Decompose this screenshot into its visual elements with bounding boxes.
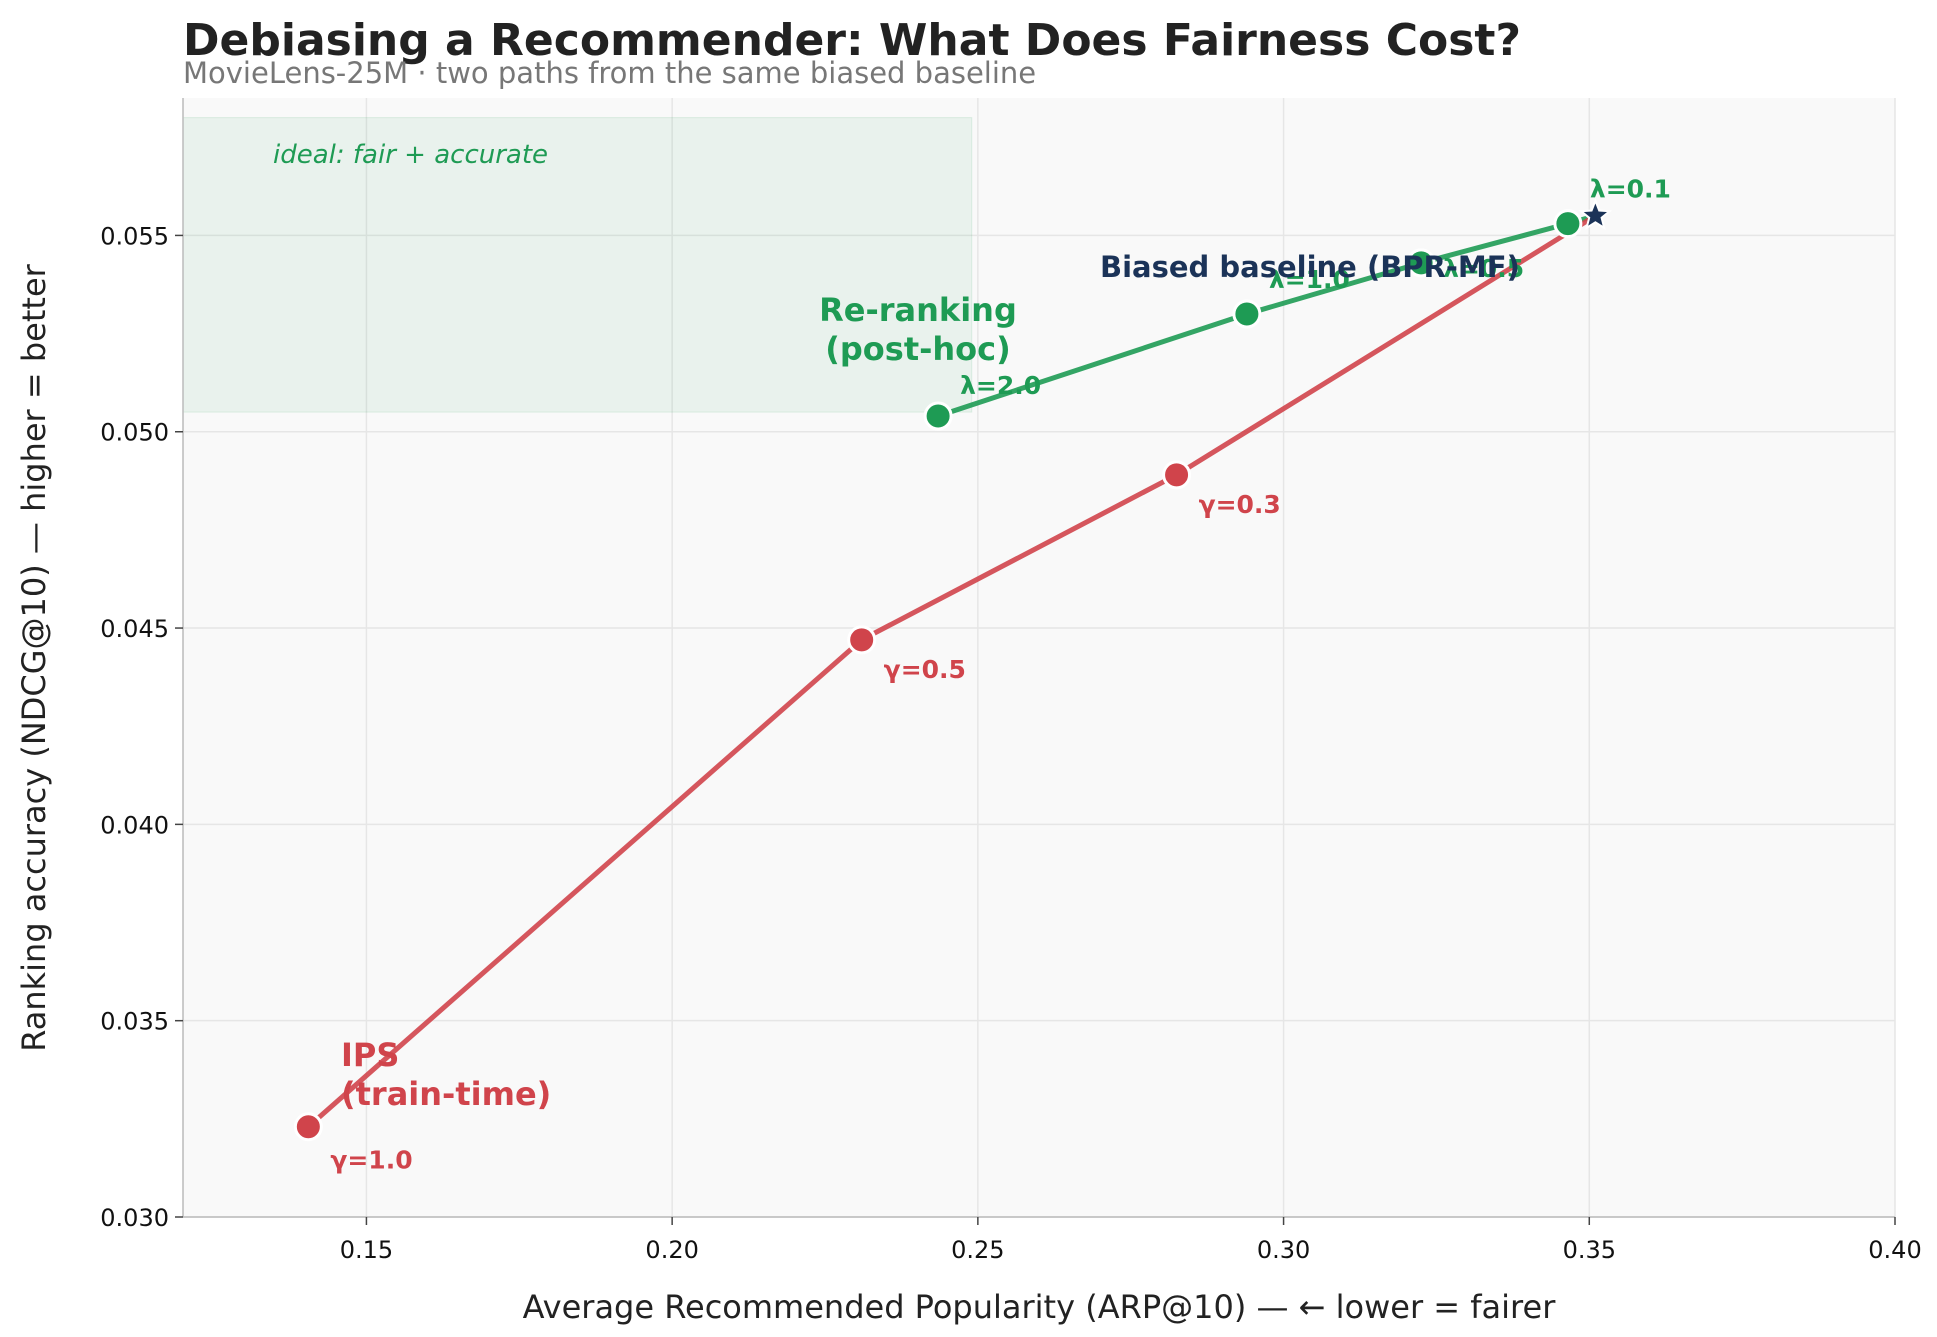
x-tick-label: 0.40: [1868, 1236, 1921, 1264]
data-point: [847, 625, 877, 655]
x-tick-label: 0.35: [1563, 1236, 1616, 1264]
ideal-region: ideal: fair + accurate: [182, 117, 973, 413]
series-line-1: [306, 213, 1597, 1129]
y-tick-label: 0.055: [100, 222, 169, 250]
x-tick-label: 0.20: [645, 1236, 698, 1264]
y-axis-label: Ranking accuracy (NDCG@10) — higher = be…: [15, 263, 53, 1051]
plot-area: [183, 98, 1895, 1217]
series-label-reranking: Re-ranking (post-hoc): [819, 291, 1017, 368]
point-label: γ=0.3: [1199, 490, 1281, 519]
point-label: λ=0.1: [1590, 175, 1671, 204]
ideal-region-label: ideal: fair + accurate: [273, 140, 548, 170]
data-point: [293, 1112, 323, 1142]
point-labels: λ=0.1 λ=0.5 λ=1.0 λ=2.0 γ=0.3 γ=0.5 γ=1.0: [330, 175, 1671, 1175]
x-tick-label: 0.25: [951, 1236, 1004, 1264]
data-point: [1406, 248, 1436, 278]
data-point: [923, 401, 953, 431]
x-tick-label: 0.15: [340, 1236, 393, 1264]
x-tick-label: 0.30: [1257, 1236, 1310, 1264]
point-label: λ=2.0: [960, 371, 1041, 400]
y-tick-label: 0.050: [100, 419, 169, 447]
y-tick-label: 0.040: [100, 811, 169, 839]
series-label-line: IPS: [341, 1036, 399, 1074]
y-tick-label: 0.030: [100, 1204, 169, 1232]
series-label-ips: IPS (train-time): [341, 1036, 551, 1113]
series-points: [293, 198, 1613, 1142]
baseline-label: Biased baseline (BPR-MF): [1100, 250, 1520, 284]
data-point: [1162, 460, 1192, 490]
series-label-line: (train-time): [341, 1075, 551, 1113]
series-label-line: (post-hoc): [825, 330, 1011, 368]
x-ticks: 0.15 0.20 0.25 0.30 0.35 0.40: [340, 1217, 1922, 1264]
point-label: γ=1.0: [330, 1146, 412, 1175]
y-ticks: 0.030 0.035 0.040 0.045 0.050 0.055: [100, 222, 183, 1232]
data-point: [1232, 299, 1262, 329]
y-tick-label: 0.045: [100, 615, 169, 643]
ideal-region-box: [182, 117, 973, 413]
y-tick-label: 0.035: [100, 1008, 169, 1036]
data-point: [1553, 209, 1583, 239]
baseline-star-marker: [1578, 198, 1613, 231]
chart-subtitle: MovieLens-25M · two paths from the same …: [183, 56, 1036, 90]
chart-title: Debiasing a Recommender: What Does Fairn…: [183, 15, 1521, 66]
x-axis-label: Average Recommended Popularity (ARP@10) …: [523, 1288, 1557, 1326]
axes: [182, 98, 1895, 1218]
series-label-line: Re-ranking: [819, 291, 1017, 329]
point-label: γ=0.5: [884, 655, 966, 684]
point-label: λ=0.5: [1443, 254, 1524, 283]
point-label: λ=1.0: [1269, 265, 1350, 294]
